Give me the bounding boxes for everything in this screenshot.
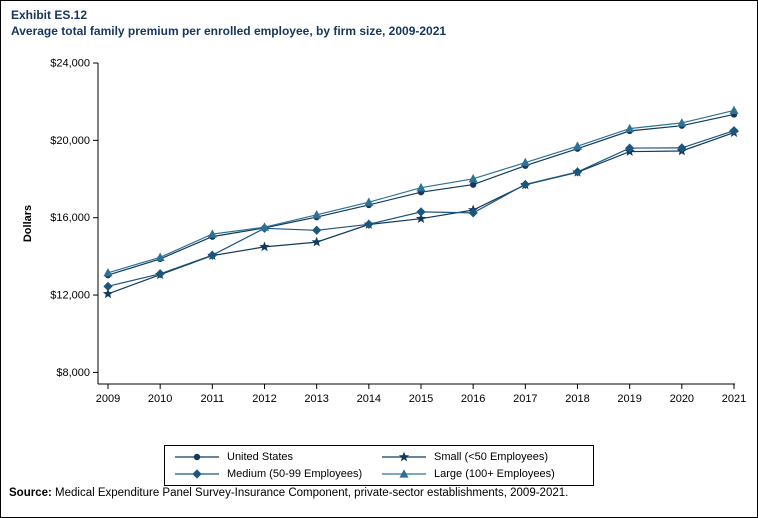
legend-marker-star bbox=[382, 451, 426, 462]
legend-label: Medium (50-99 Employees) bbox=[227, 468, 363, 480]
x-tick-label: 2019 bbox=[617, 393, 641, 405]
chart-title: Exhibit ES.12 Average total family premi… bbox=[11, 7, 446, 39]
legend-item-small-50-employees: Small (<50 Employees) bbox=[380, 450, 585, 464]
x-tick-label: 2009 bbox=[96, 393, 120, 405]
legend-marker-diamond bbox=[175, 469, 219, 479]
y-tick-label: $24,000 bbox=[50, 58, 90, 70]
y-axis: $8,000 $12,000 $16,000 $20,000 $24,000 Dollar… bbox=[22, 58, 99, 384]
legend-item-large-100-employees: Large (100+ Employees) bbox=[380, 467, 585, 481]
x-tick-label: 2018 bbox=[565, 393, 589, 405]
legend-item-medium-50-99-employees: Medium (50-99 Employees) bbox=[173, 467, 378, 481]
x-tick-label: 2016 bbox=[461, 393, 485, 405]
y-tick-label: $12,000 bbox=[50, 290, 90, 302]
source-label: Source: bbox=[9, 487, 52, 499]
y-tick-label: $16,000 bbox=[50, 212, 90, 224]
y-tick-label: $20,000 bbox=[50, 135, 90, 147]
line-chart: $8,000 $12,000 $16,000 $20,000 $24,000 Dollar… bbox=[22, 58, 746, 406]
legend-marker-circle bbox=[175, 453, 219, 461]
chart-title-text: Average total family premium per enrolle… bbox=[11, 24, 447, 38]
x-tick-label: 2013 bbox=[304, 393, 328, 405]
x-tick-label: 2020 bbox=[670, 393, 694, 405]
series-united-states bbox=[104, 111, 738, 279]
chart-legend: United States Small (<50 Employees) Medium… bbox=[164, 445, 594, 486]
x-tick-label: 2011 bbox=[201, 393, 225, 405]
source-text: Medical Expenditure Panel Survey-Insuran… bbox=[51, 487, 569, 499]
y-tick-label: $8,000 bbox=[56, 367, 90, 379]
legend-label: United States bbox=[227, 451, 294, 463]
y-axis-title: Dollars bbox=[22, 205, 34, 242]
x-tick-label: 2017 bbox=[513, 393, 537, 405]
legend-label: Small (<50 Employees) bbox=[434, 451, 549, 463]
legend-label: Large (100+ Employees) bbox=[434, 468, 555, 480]
exhibit-number: Exhibit ES.12 bbox=[11, 8, 88, 22]
x-axis: 2009 2010 2011 2012 2013 2014 2015 2016 2017 2018… bbox=[96, 383, 746, 405]
x-tick-label: 2015 bbox=[409, 393, 433, 405]
legend-marker-triangle bbox=[382, 469, 426, 478]
series-medium-50-99-employees bbox=[103, 126, 739, 291]
x-tick-label: 2010 bbox=[148, 393, 172, 405]
series-large-100-employees bbox=[103, 105, 739, 277]
x-tick-label: 2014 bbox=[357, 393, 381, 405]
x-tick-label: 2021 bbox=[722, 393, 746, 405]
x-tick-label: 2012 bbox=[252, 393, 276, 405]
legend-item-united-states: United States bbox=[173, 450, 378, 464]
source-note: Source: Medical Expenditure Panel Survey… bbox=[9, 487, 568, 499]
